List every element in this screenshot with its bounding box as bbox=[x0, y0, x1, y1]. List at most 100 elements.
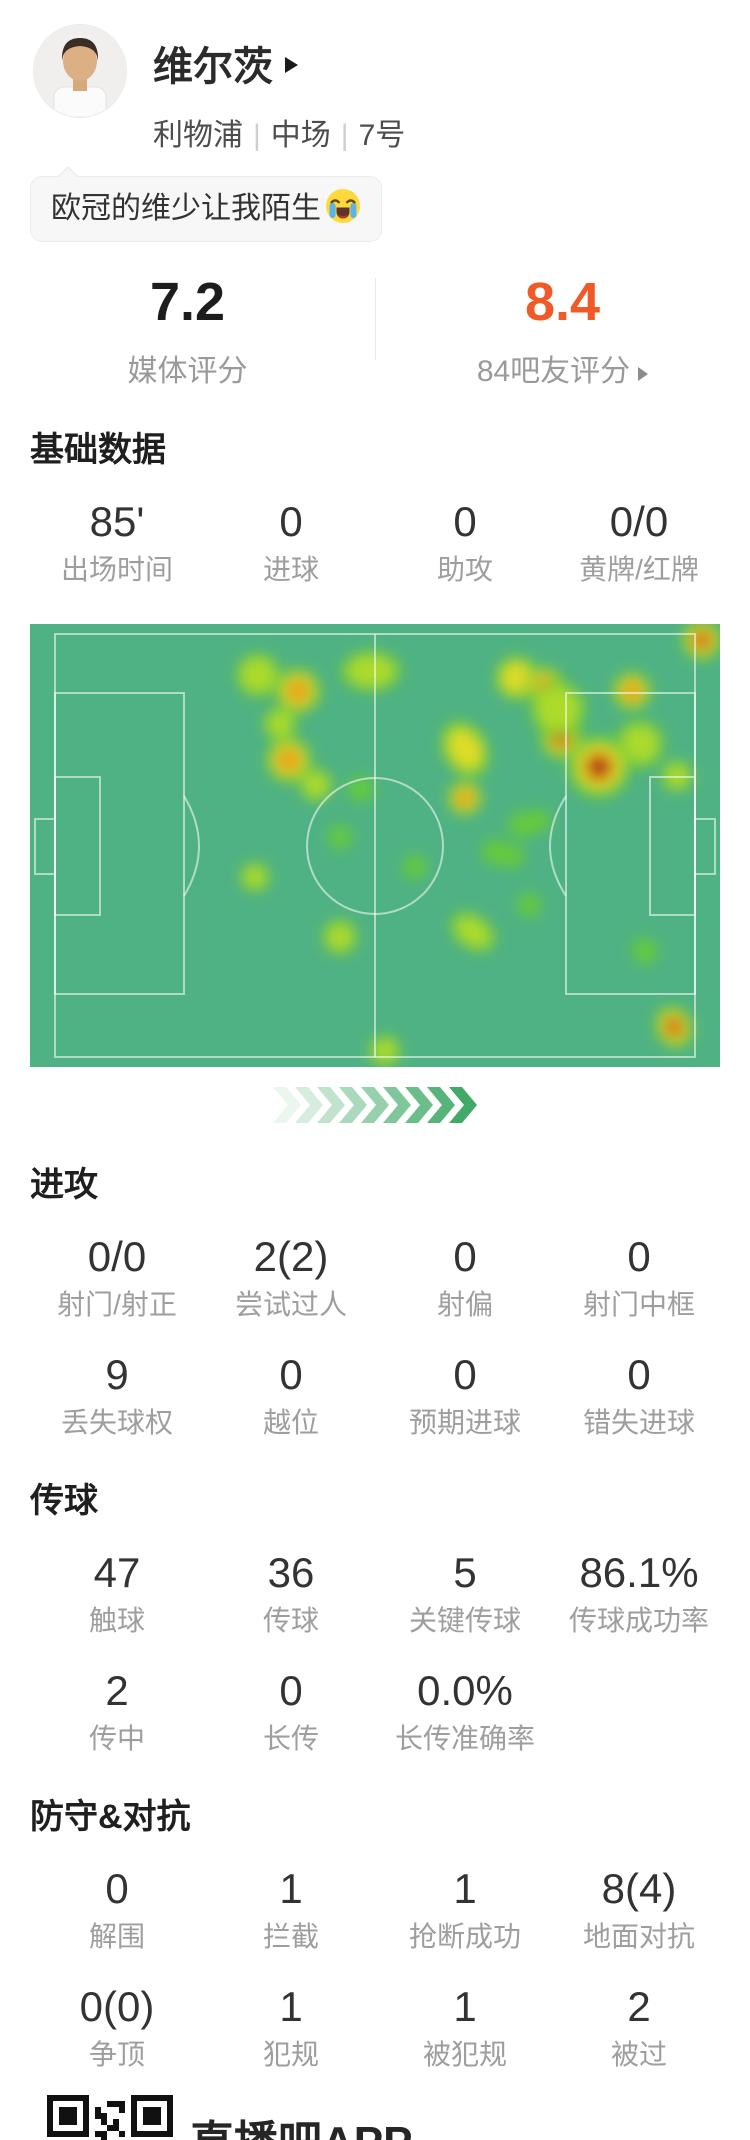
stat-item: 0 预期进球 bbox=[378, 1351, 552, 1439]
stat-label: 解围 bbox=[88, 1921, 145, 1952]
heatmap-pitch bbox=[30, 618, 724, 1068]
stat-item: 1 抢断成功 bbox=[378, 1865, 552, 1953]
stat-item: 1 被犯规 bbox=[378, 1983, 552, 2071]
stat-value: 86.1% bbox=[579, 1549, 699, 1596]
stat-item: 8(4) 地面对抗 bbox=[552, 1865, 726, 1953]
stat-value: 36 bbox=[267, 1549, 315, 1596]
stat-item: 1 拦截 bbox=[204, 1865, 378, 1953]
stat-value: 0 bbox=[105, 1865, 129, 1912]
player-position: 中场 bbox=[270, 119, 331, 152]
stat-value: 2(2) bbox=[253, 1233, 329, 1280]
media-rating-label: 媒体评分 bbox=[127, 355, 248, 388]
stat-item: 36 传球 bbox=[204, 1549, 378, 1637]
comment-bubble: 欧冠的维少让我陌生 bbox=[30, 166, 382, 242]
stat-item: 0 解围 bbox=[30, 1865, 204, 1953]
separator: | bbox=[340, 119, 349, 152]
section-title-defense: 防守&对抗 bbox=[30, 1798, 191, 1836]
stat-item: 2 被过 bbox=[552, 1983, 726, 2071]
stat-label: 预期进球 bbox=[408, 1407, 521, 1438]
section-title-basic: 基础数据 bbox=[30, 431, 166, 469]
stat-item: 2(2) 尝试过人 bbox=[204, 1233, 378, 1321]
stat-label: 助攻 bbox=[436, 554, 493, 585]
stats-row: 47 触球 36 传球 5 关键传球 86.1% 传球成功率 bbox=[0, 1549, 750, 1637]
stat-value: 0 bbox=[627, 1233, 651, 1280]
ratings-row: 7.2 媒体评分 8.4 84吧友评分 bbox=[0, 274, 750, 390]
fans-rating-arrow-icon bbox=[638, 367, 649, 381]
stat-item: 0 错失进球 bbox=[552, 1351, 726, 1439]
stat-item: 0(0) 争顶 bbox=[30, 1983, 204, 2071]
stat-value: 2 bbox=[105, 1667, 129, 1714]
stat-label: 长传 bbox=[262, 1723, 319, 1754]
stat-label: 关键传球 bbox=[408, 1605, 521, 1636]
stat-item: 9 丢失球权 bbox=[30, 1351, 204, 1439]
section-title-attack: 进攻 bbox=[30, 1166, 98, 1204]
crying-emoji-icon bbox=[326, 189, 360, 223]
stat-item: 0/0 黄牌/红牌 bbox=[552, 498, 726, 586]
footer: 直播吧APP 体育赛事资讯平台 news bbox=[0, 2095, 750, 2140]
stat-label: 传中 bbox=[88, 1723, 145, 1754]
stat-value: 1 bbox=[453, 1865, 477, 1912]
ratings-divider bbox=[375, 278, 376, 360]
avatar-photo bbox=[34, 25, 126, 117]
stat-value: 0 bbox=[453, 1351, 477, 1398]
stat-label: 被犯规 bbox=[422, 2039, 507, 2070]
stat-value: 5 bbox=[453, 1549, 477, 1596]
heat-blobs bbox=[234, 618, 724, 1068]
pitch-svg bbox=[30, 618, 724, 1068]
stat-item: 0 进球 bbox=[204, 498, 378, 586]
stat-label: 传球 bbox=[262, 1605, 319, 1636]
stat-label: 黄牌/红牌 bbox=[579, 554, 699, 585]
stat-value: 0 bbox=[279, 1351, 303, 1398]
stat-item: 2 传中 bbox=[30, 1667, 204, 1755]
player-name-link[interactable]: 维尔茨 bbox=[153, 34, 405, 92]
stat-label: 出场时间 bbox=[60, 554, 173, 585]
stat-label: 触球 bbox=[88, 1605, 145, 1636]
stat-value: 85' bbox=[89, 498, 145, 545]
fans-rating-label-text: 84吧友评分 bbox=[476, 355, 631, 388]
forward-chevrons-icon bbox=[0, 1087, 750, 1123]
attack-stats: 0/0 射门/射正 2(2) 尝试过人 0 射偏 0 射门中框 9 丢失球权 0 越位 0 预期进球 0 错失… bbox=[0, 1233, 750, 1439]
stat-value: 1 bbox=[279, 1865, 303, 1912]
player-identity: 维尔茨 利物浦 | 中场 | 7号 bbox=[153, 34, 405, 154]
stat-label: 错失进球 bbox=[582, 1407, 695, 1438]
stat-value: 0 bbox=[279, 498, 303, 545]
player-number: 7号 bbox=[358, 119, 406, 152]
separator: | bbox=[253, 119, 261, 152]
stat-value: 0/0 bbox=[87, 1233, 147, 1280]
basic-stats: 85' 出场时间 0 进球 0 助攻 0/0 黄牌/红牌 bbox=[0, 498, 750, 586]
stats-row: 0/0 射门/射正 2(2) 尝试过人 0 射偏 0 射门中框 bbox=[0, 1233, 750, 1321]
section-title-passing: 传球 bbox=[30, 1482, 98, 1520]
stat-label: 射门中框 bbox=[582, 1289, 695, 1320]
stats-row: 2 传中 0 长传 0.0% 长传准确率 bbox=[0, 1667, 750, 1755]
stat-item: 47 触球 bbox=[30, 1549, 204, 1637]
stats-row: 0(0) 争顶 1 犯规 1 被犯规 2 被过 bbox=[0, 1983, 750, 2071]
fans-rating-link[interactable]: 8.4 84吧友评分 bbox=[375, 274, 750, 390]
stat-item: 0 越位 bbox=[204, 1351, 378, 1439]
avatar bbox=[33, 24, 127, 118]
stat-label: 丢失球权 bbox=[60, 1407, 173, 1438]
stat-value: 0.0% bbox=[417, 1667, 513, 1714]
stat-value: 0 bbox=[279, 1667, 303, 1714]
stat-label: 进球 bbox=[262, 554, 319, 585]
stat-label: 犯规 bbox=[262, 2039, 319, 2070]
stat-value: 0 bbox=[453, 1233, 477, 1280]
player-subtitle: 利物浦 | 中场 | 7号 bbox=[153, 110, 405, 154]
stat-label: 抢断成功 bbox=[408, 1921, 521, 1952]
stat-label: 越位 bbox=[262, 1407, 319, 1438]
stat-label: 争顶 bbox=[88, 2039, 145, 2070]
stats-row: 0 解围 1 拦截 1 抢断成功 8(4) 地面对抗 bbox=[0, 1865, 750, 1953]
player-header: 维尔茨 利物浦 | 中场 | 7号 bbox=[0, 0, 750, 152]
player-team: 利物浦 bbox=[153, 119, 243, 152]
pitch-lines bbox=[34, 633, 716, 1058]
stat-item: 0 射门中框 bbox=[552, 1233, 726, 1321]
stat-value: 0(0) bbox=[79, 1983, 155, 2030]
stats-row: 85' 出场时间 0 进球 0 助攻 0/0 黄牌/红牌 bbox=[0, 498, 750, 586]
stat-item: 0 长传 bbox=[204, 1667, 378, 1755]
stat-item: 0.0% 长传准确率 bbox=[378, 1667, 552, 1755]
stat-value: 0/0 bbox=[609, 498, 669, 545]
media-rating: 7.2 媒体评分 bbox=[0, 274, 375, 390]
stat-value: 2 bbox=[627, 1983, 651, 2030]
stat-value: 0 bbox=[627, 1351, 651, 1398]
qr-code bbox=[47, 2095, 173, 2140]
